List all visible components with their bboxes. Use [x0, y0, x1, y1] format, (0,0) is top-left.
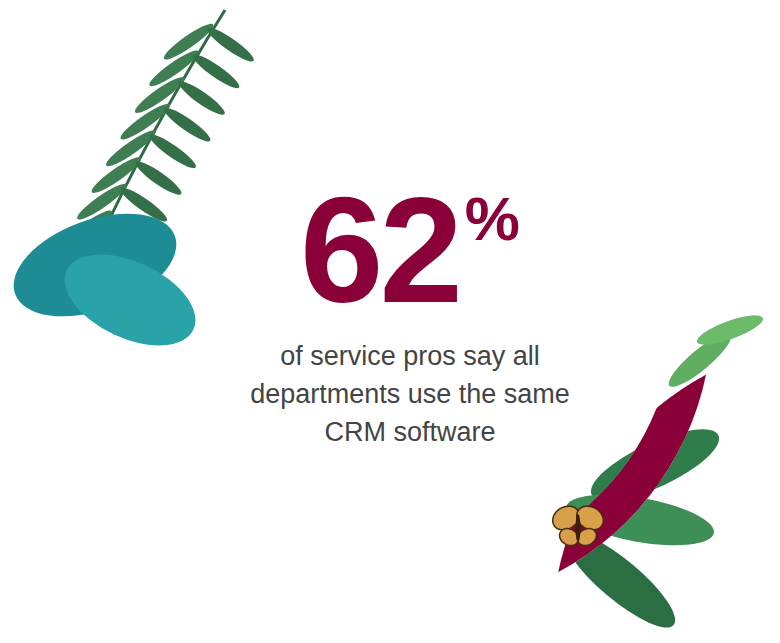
chart: 62%of service pros say alldepartments us…	[0, 0, 780, 643]
annotation: of service pros say alldepartments use t…	[250, 341, 570, 447]
value-arc	[232, 27, 712, 606]
chart-container: 62%of service pros say alldepartments us…	[0, 0, 780, 643]
leaf	[204, 24, 257, 66]
butterfly	[548, 501, 607, 548]
plot-area	[132, 26, 712, 606]
leaf	[161, 20, 217, 64]
leaf	[175, 77, 228, 119]
decoration	[0, 10, 766, 640]
leaf	[161, 104, 214, 146]
leaf	[132, 157, 185, 199]
leaf	[146, 130, 199, 172]
ring-track	[132, 26, 712, 606]
data-label: 62%	[300, 166, 520, 334]
leaf	[554, 520, 687, 641]
leaf	[190, 50, 243, 92]
leaf	[694, 310, 766, 351]
butterfly-body	[576, 514, 581, 542]
leaf-stem	[95, 10, 225, 250]
leaf	[50, 236, 209, 364]
texts: 62%of service pros say alldepartments us…	[250, 166, 570, 447]
